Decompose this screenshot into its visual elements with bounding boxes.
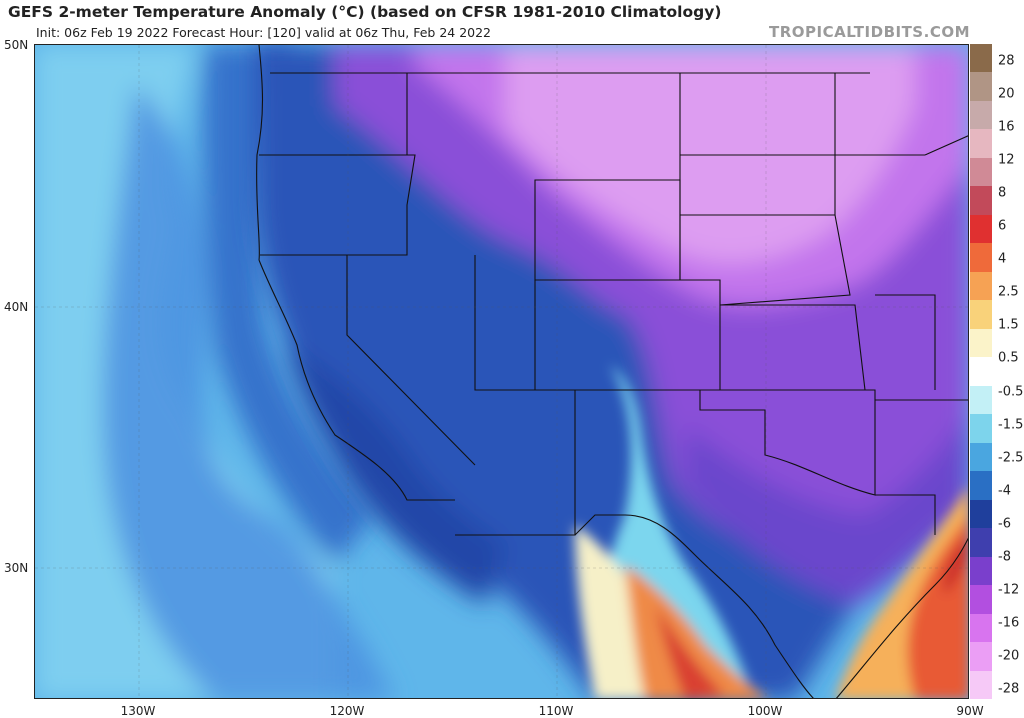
chart-title: GEFS 2-meter Temperature Anomaly (°C) (b… <box>8 3 722 21</box>
colorbar-segment <box>970 442 992 472</box>
colorbar-segment <box>970 157 992 187</box>
mexico-warm-field <box>625 565 768 698</box>
colorbar-segment <box>970 613 992 643</box>
mexico-hot-core <box>655 605 725 698</box>
colorbar-segment <box>970 72 992 102</box>
colorbar-label: -28 <box>998 681 1020 697</box>
colorbar-label: 0.5 <box>998 350 1019 366</box>
colorbar-label: 12 <box>998 152 1015 168</box>
colorbar-segment <box>970 499 992 529</box>
colorbar-segment <box>970 414 992 444</box>
colorbar-segment <box>970 556 992 586</box>
colorbar-segment <box>970 100 992 130</box>
colorbar-label: 2.5 <box>998 284 1019 300</box>
colorbar-segment <box>970 44 992 73</box>
colorbar-segment <box>970 186 992 216</box>
anomaly-map <box>34 44 969 699</box>
colorbar-segment <box>970 328 992 358</box>
colorbar-segment <box>970 528 992 558</box>
lon-label-130w: 130W <box>120 704 156 718</box>
colorbar-segment <box>970 385 992 415</box>
lon-label-90w: 90W <box>956 704 984 718</box>
mexico-neutral-band <box>575 525 750 698</box>
colorbar-segment <box>970 300 992 330</box>
colorbar-label: 28 <box>998 53 1015 69</box>
colorbar-label: -1.5 <box>998 417 1024 433</box>
coastal-cold-band <box>203 45 375 565</box>
lat-label-50n: 50N <box>4 38 29 52</box>
colorbar-segment <box>970 670 992 700</box>
lon-label-110w: 110W <box>538 704 574 718</box>
southern-plains-field <box>685 417 968 605</box>
map-canvas <box>35 45 968 698</box>
colorbar <box>970 44 992 700</box>
colorbar-label: 20 <box>998 86 1015 102</box>
colorbar-segment <box>970 271 992 301</box>
colorbar-label: -12 <box>998 582 1020 598</box>
colorbar-label: 16 <box>998 119 1015 135</box>
colorbar-label: 1.5 <box>998 317 1019 333</box>
colorbar-segment <box>970 129 992 159</box>
lat-label-30n: 30N <box>4 561 29 575</box>
colorbar-label: -8 <box>998 549 1011 565</box>
colorbar-label: 8 <box>998 185 1007 201</box>
colorbar-segment <box>970 585 992 615</box>
lon-label-120w: 120W <box>329 704 365 718</box>
graticule <box>35 45 968 698</box>
colorbar-label: -6 <box>998 516 1011 532</box>
colorbar-label: -2.5 <box>998 450 1024 466</box>
lat-label-40n: 40N <box>4 300 29 314</box>
colorbar-label: -16 <box>998 615 1020 631</box>
colorbar-label: -4 <box>998 483 1011 499</box>
colorbar-segment <box>970 214 992 244</box>
forecast-info: Init: 06z Feb 19 2022 Forecast Hour: [12… <box>36 25 492 40</box>
southwest-cold-field <box>285 345 505 605</box>
deepest-anomaly-field <box>505 45 915 264</box>
lon-label-100w: 100W <box>747 704 783 718</box>
colorbar-segment <box>970 243 992 273</box>
florida-hot-core <box>943 537 968 595</box>
site-credit: TROPICALTIDBITS.COM <box>769 23 970 41</box>
state-boundaries <box>256 45 968 698</box>
colorbar-label: 6 <box>998 218 1007 234</box>
colorbar-segment <box>970 471 992 501</box>
colorbar-segment <box>970 357 992 387</box>
ocean-cool-band <box>102 85 394 698</box>
colorbar-label: 4 <box>998 251 1007 267</box>
colorbar-label: -0.5 <box>998 384 1024 400</box>
colorbar-label: -20 <box>998 648 1020 664</box>
colorbar-segment <box>970 642 992 671</box>
